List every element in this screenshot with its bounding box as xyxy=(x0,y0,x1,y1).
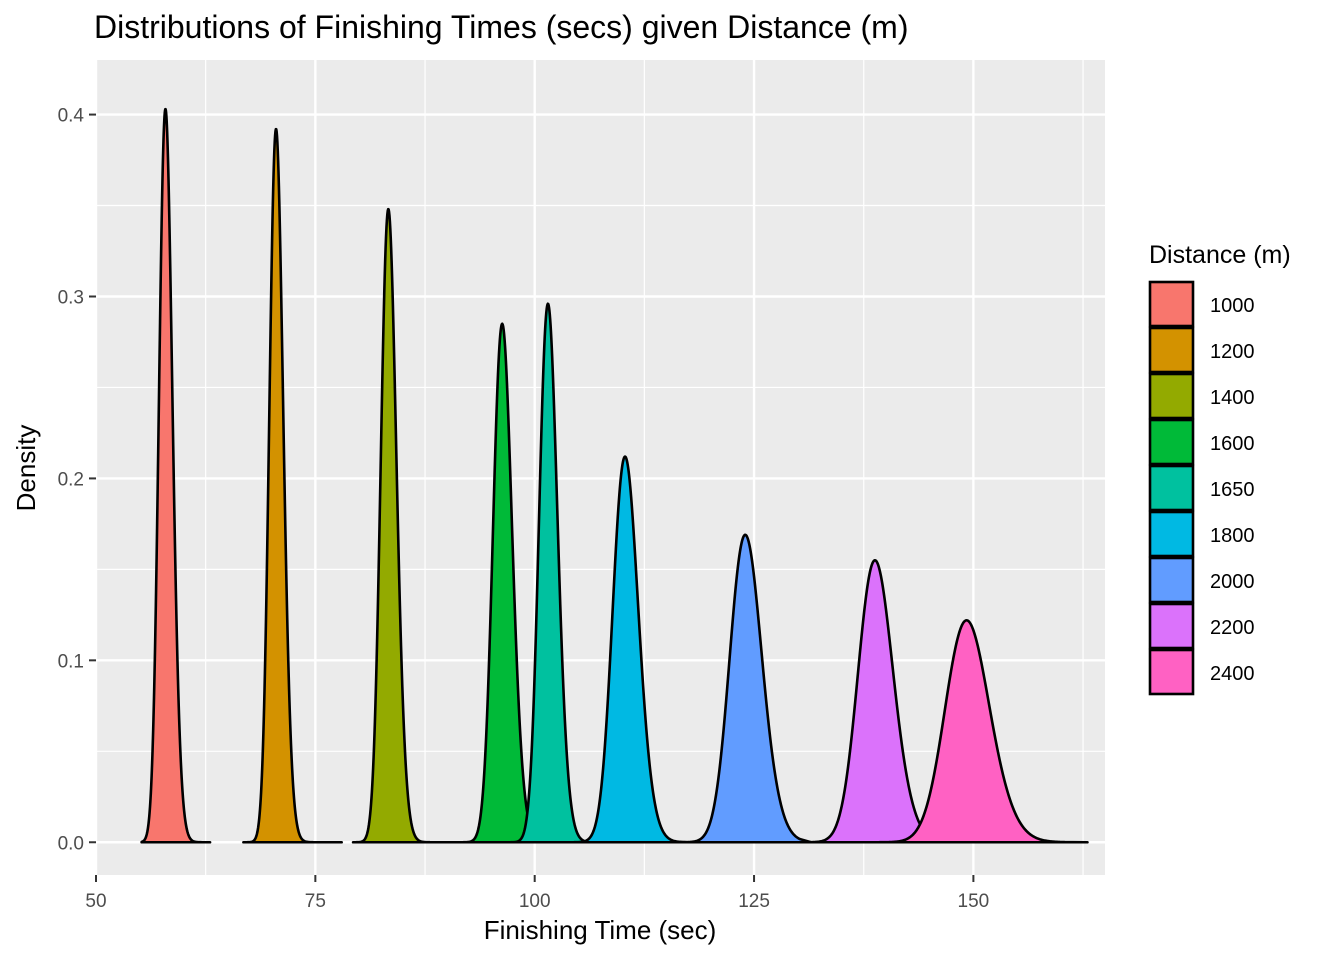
legend-label-2200: 2200 xyxy=(1210,617,1255,639)
x-tick-label: 100 xyxy=(519,891,551,912)
legend-label-1200: 1200 xyxy=(1210,341,1255,363)
density-curve-1000 xyxy=(140,107,212,844)
y-axis-title: Density xyxy=(11,425,41,512)
legend-key-1600 xyxy=(1148,418,1195,466)
legend-title: Distance (m) xyxy=(1149,241,1291,269)
density-curve-1400 xyxy=(351,207,466,844)
legend-label-1400: 1400 xyxy=(1210,387,1255,409)
legend-key-2200 xyxy=(1148,602,1195,650)
y-tick-label: 0.2 xyxy=(58,469,84,490)
y-tick-label: 0.4 xyxy=(58,106,85,127)
x-tick-label: 50 xyxy=(85,891,106,912)
y-tick-label: 0.1 xyxy=(58,651,84,672)
density-curve-1200 xyxy=(242,127,343,844)
x-axis: 50 75 100 125 150 xyxy=(85,875,989,912)
minor-gridlines xyxy=(96,60,1105,875)
legend-key-1400 xyxy=(1148,372,1195,420)
legend-label-1000: 1000 xyxy=(1210,295,1255,317)
density-curves xyxy=(140,107,1089,844)
x-tick-label: 75 xyxy=(305,891,326,912)
y-tick-label: 0.3 xyxy=(58,287,84,308)
legend-key-1650 xyxy=(1148,464,1195,512)
legend-label-1600: 1600 xyxy=(1210,433,1255,455)
x-tick-label: 150 xyxy=(958,891,990,912)
chart-title: Distributions of Finishing Times (secs) … xyxy=(94,9,908,45)
legend-key-1000 xyxy=(1148,280,1195,328)
density-curve-2200 xyxy=(805,558,944,844)
legend-items: 1000 1200 1400 1600 1650 1800 2000 2200 2400 xyxy=(1148,280,1255,696)
legend-key-1800 xyxy=(1148,510,1195,558)
y-axis: 0.0 0.1 0.2 0.3 0.4 xyxy=(58,106,96,854)
legend-label-2000: 2000 xyxy=(1210,571,1255,593)
density-curve-2400 xyxy=(875,619,1089,844)
legend: Distance (m) 1000 1200 1400 1600 1650 1800 200… xyxy=(1148,241,1291,696)
legend-key-2000 xyxy=(1148,556,1195,604)
density-curve-1800 xyxy=(572,455,690,844)
x-tick-label: 125 xyxy=(738,891,770,912)
x-axis-title: Finishing Time (sec) xyxy=(484,915,717,945)
y-tick-label: 0.0 xyxy=(58,833,84,854)
legend-label-1800: 1800 xyxy=(1210,525,1255,547)
legend-key-2400 xyxy=(1148,648,1195,696)
legend-label-2400: 2400 xyxy=(1210,663,1255,685)
legend-key-1200 xyxy=(1148,326,1195,374)
legend-label-1650: 1650 xyxy=(1210,479,1255,501)
density-curve-2000 xyxy=(682,533,813,844)
